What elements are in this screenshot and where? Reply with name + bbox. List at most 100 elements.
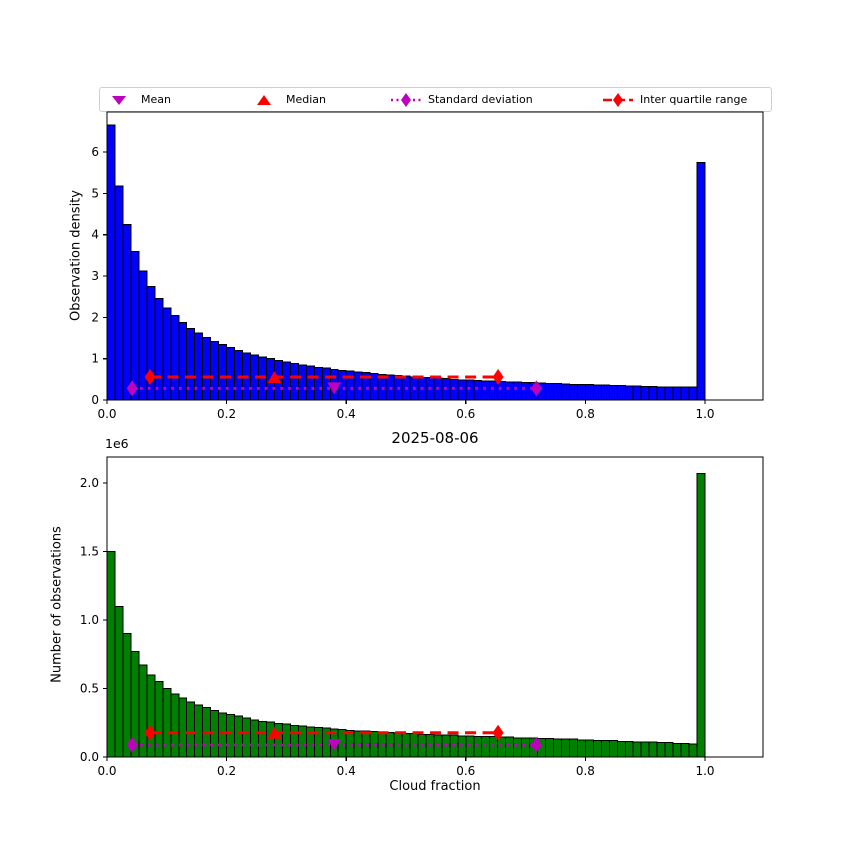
- histogram-bar: [369, 373, 379, 401]
- histogram-bar: [265, 358, 275, 401]
- histogram-bar: [529, 737, 539, 758]
- histogram-bar: [202, 707, 212, 758]
- legend-item-median: Median: [249, 88, 326, 111]
- histogram-bar: [680, 386, 690, 401]
- date-title: 2025-08-06: [391, 429, 479, 447]
- histogram-bar: [345, 729, 355, 758]
- histogram-bar: [226, 347, 236, 401]
- histogram-bar: [560, 738, 570, 758]
- histogram-bar: [433, 734, 443, 758]
- histogram-bar: [616, 740, 626, 758]
- histogram-bar: [688, 386, 698, 401]
- histogram-bar: [632, 741, 642, 758]
- histogram-bar: [616, 385, 626, 401]
- histogram-bar: [114, 605, 124, 758]
- histogram-bar: [369, 731, 379, 758]
- histogram-bar: [321, 367, 331, 401]
- histogram-bar: [250, 719, 259, 758]
- y-tick-label: 6: [91, 145, 99, 159]
- histogram-bar: [441, 734, 451, 758]
- histogram-bar: [401, 375, 411, 401]
- histogram-bar: [592, 384, 602, 401]
- histogram-bar: [489, 380, 499, 401]
- histogram-bar: [257, 356, 267, 401]
- histogram-bar: [465, 379, 475, 401]
- iqr-diamond-icon: [603, 92, 633, 107]
- x-tick-label: 0.2: [217, 764, 236, 778]
- histogram-bar: [688, 743, 698, 758]
- median-triangle-up-icon: [257, 94, 271, 105]
- axes-spines: [106, 456, 764, 758]
- y-tick-label: 4: [91, 228, 99, 242]
- histogram-bar: [170, 693, 180, 758]
- histogram-bar: [226, 714, 236, 758]
- histogram-bar: [560, 383, 570, 401]
- histogram-bar: [242, 717, 252, 758]
- histogram-bar: [265, 721, 275, 758]
- y-tick-label: 0.5: [80, 682, 99, 696]
- y-tick-label: 1: [91, 352, 99, 366]
- histogram-bar: [138, 270, 148, 401]
- histogram-bar: [130, 251, 140, 401]
- histogram-bar: [457, 379, 467, 401]
- legend-label-mean: Mean: [141, 93, 171, 106]
- y-tick-label: 3: [91, 269, 99, 283]
- histogram-bar: [122, 223, 132, 401]
- histogram-bar: [576, 739, 586, 758]
- histogram-bar: [513, 381, 523, 401]
- histogram-bar: [305, 365, 315, 401]
- y-axis-label-count: Number of observations: [49, 526, 65, 683]
- histogram-bar: [680, 742, 690, 758]
- histogram-bar: [672, 386, 682, 401]
- histogram-bar: [218, 344, 228, 401]
- histogram-bar: [632, 385, 642, 401]
- median-marker-icon: [267, 370, 282, 383]
- std-deviation-diamond-icon: [391, 92, 421, 107]
- histogram-bar: [146, 285, 156, 401]
- histogram-bar: [305, 726, 315, 758]
- histogram-bar: [138, 664, 148, 758]
- histogram-bar: [329, 368, 339, 401]
- histogram-bar: [664, 386, 674, 401]
- mean-marker-icon: [327, 738, 342, 751]
- histogram-bar: [624, 740, 634, 758]
- histogram-bar: [473, 735, 483, 758]
- histogram-bar: [329, 728, 339, 758]
- histogram-bar: [194, 704, 204, 758]
- x-tick-label: 0.2: [217, 407, 236, 421]
- iqr-end-diamond-icon: [144, 368, 156, 385]
- histogram-bar: [648, 741, 658, 758]
- histogram-bar: [257, 720, 267, 758]
- histogram-bar: [656, 386, 666, 401]
- histogram-bar: [433, 377, 443, 401]
- histogram-bar: [178, 697, 188, 758]
- y-tick-label: 2: [91, 310, 99, 324]
- std-deviation-end-diamond-icon: [126, 380, 138, 397]
- histogram-bar: [553, 738, 562, 758]
- histogram-bar: [457, 735, 467, 758]
- histogram-bar: [377, 731, 387, 758]
- histogram-bar: [289, 363, 299, 401]
- histogram-bar: [600, 740, 610, 758]
- histogram-bar: [146, 674, 156, 758]
- mean-marker-icon: [327, 382, 342, 395]
- y-tick-label: 5: [91, 186, 99, 200]
- histogram-bar: [385, 374, 395, 401]
- histogram-bar: [393, 732, 403, 758]
- y-tick-label: 0.0: [80, 750, 99, 764]
- histogram-bar: [297, 364, 307, 401]
- histogram-bar: [505, 736, 515, 758]
- histogram-bar: [489, 735, 499, 758]
- histogram-bar: [545, 382, 555, 401]
- histogram-bar: [361, 730, 371, 758]
- legend-item-inter-quartile-range: Inter quartile range: [603, 88, 747, 111]
- histogram-bar: [250, 354, 259, 401]
- histogram-bar: [154, 681, 164, 758]
- legend-label-standard-deviation: Standard deviation: [428, 93, 533, 106]
- y-axis-offset-text: 1e6: [105, 436, 129, 451]
- histogram-bar: [513, 737, 523, 758]
- legend: Mean Median Standard deviation Inter qua…: [99, 87, 772, 112]
- histogram-bar: [313, 366, 323, 401]
- histogram-bar: [409, 733, 419, 758]
